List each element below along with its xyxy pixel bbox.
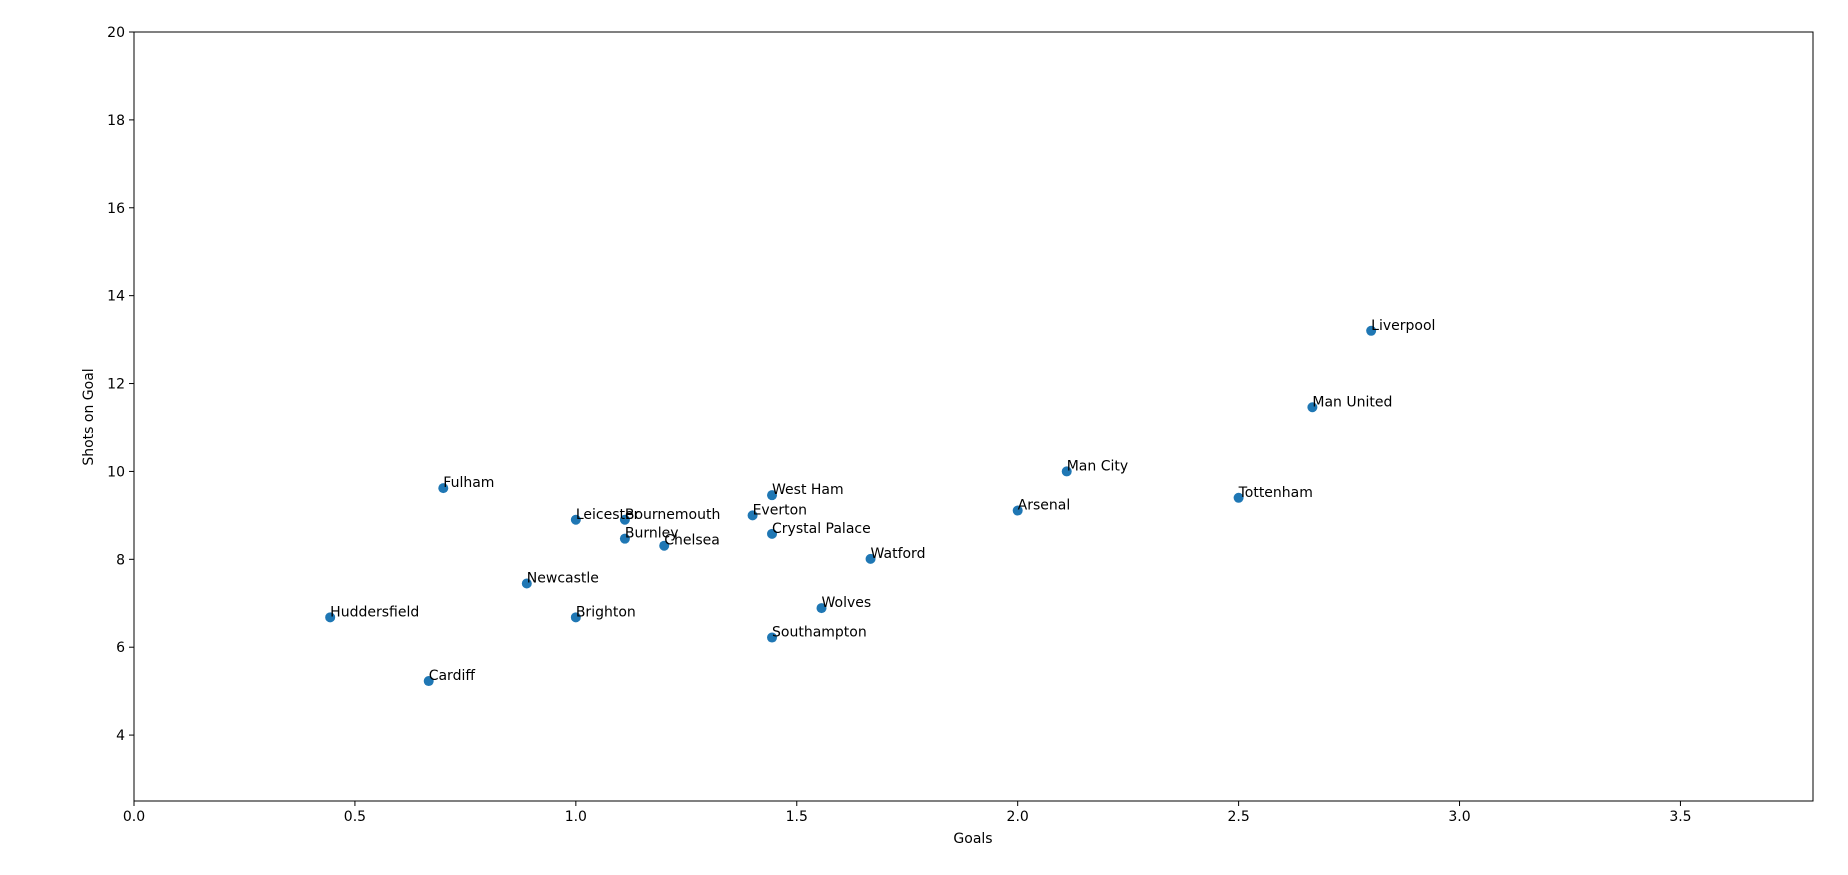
point [619, 514, 630, 525]
point-label: Burnley [625, 526, 679, 542]
point [865, 553, 876, 564]
point-label: Chelsea [664, 533, 720, 549]
point [619, 533, 630, 544]
plot-frame [133, 31, 1814, 802]
x-tick-label: 1.0 [565, 809, 587, 825]
point-label: Arsenal [1018, 498, 1071, 514]
point-label: Everton [753, 502, 807, 518]
y-tick-label: 20 [107, 25, 125, 41]
point [438, 483, 449, 494]
point [1061, 466, 1072, 477]
point [521, 578, 532, 589]
point-label: Watford [871, 546, 926, 562]
point [659, 540, 670, 551]
y-tick-label: 18 [107, 113, 125, 129]
y-tick-label: 6 [116, 640, 125, 656]
point [767, 528, 778, 539]
point-label: Newcastle [527, 570, 599, 586]
x-tick-label: 3.0 [1448, 809, 1470, 825]
point [767, 632, 778, 643]
point-label: Huddersfield [330, 604, 419, 620]
point [570, 514, 581, 525]
point [1307, 402, 1318, 413]
x-tick-label: 3.5 [1669, 809, 1691, 825]
point-label: Southampton [772, 625, 867, 641]
point [747, 510, 758, 521]
point-label: Man United [1312, 394, 1392, 410]
point [423, 676, 434, 687]
x-axis-label: Goals [953, 831, 992, 847]
point-label: Brighton [576, 604, 636, 620]
point-label: Fulham [443, 475, 494, 491]
point [1366, 325, 1377, 336]
y-tick-label: 16 [107, 201, 125, 217]
point-label: Bournemouth [625, 507, 720, 523]
y-axis-label: Shots on Goal [81, 368, 97, 465]
point [570, 612, 581, 623]
x-tick-label: 1.5 [786, 809, 808, 825]
point [767, 490, 778, 501]
point-label: Wolves [822, 595, 872, 611]
point-label: Tottenham [1238, 485, 1313, 501]
point-label: Liverpool [1371, 318, 1435, 334]
point [1012, 505, 1023, 516]
point-label: West Ham [772, 482, 844, 498]
x-tick-label: 0.5 [344, 809, 366, 825]
y-tick-label: 10 [107, 464, 125, 480]
x-tick-label: 0.0 [123, 809, 145, 825]
x-tick-label: 2.5 [1227, 809, 1249, 825]
y-tick-label: 8 [116, 552, 125, 568]
point-label: Crystal Palace [772, 521, 871, 537]
point [1233, 492, 1244, 503]
y-tick-label: 14 [107, 289, 125, 305]
point-label: Cardiff [429, 668, 476, 684]
point-label: Leicester [576, 507, 640, 523]
x-tick-label: 2.0 [1007, 809, 1029, 825]
y-tick-label: 12 [107, 377, 125, 393]
point [325, 612, 336, 623]
y-tick-label: 4 [116, 728, 125, 744]
point [816, 603, 827, 614]
point-label: Man City [1067, 458, 1128, 474]
